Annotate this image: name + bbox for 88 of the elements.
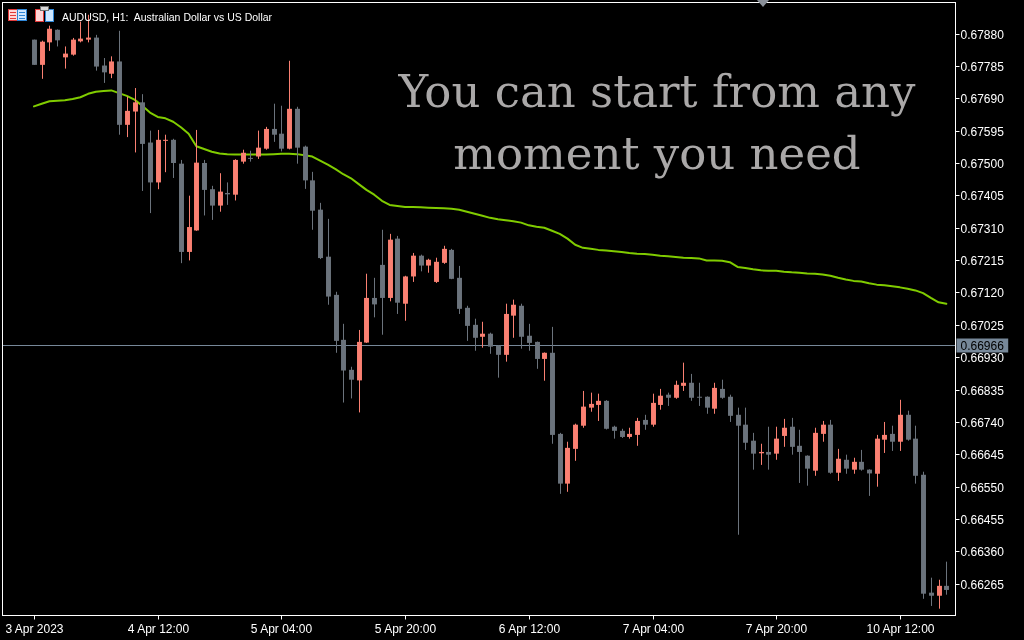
x-tick-label: 10 Apr 12:00: [866, 621, 935, 636]
y-tick-label: 0.66550: [960, 480, 1005, 495]
candlestick: [372, 277, 377, 318]
candlestick: [264, 126, 269, 151]
y-tick-label: 0.66930: [960, 350, 1005, 365]
candlestick: [496, 344, 501, 379]
y-tick-label: 0.67595: [960, 124, 1005, 139]
candlestick: [473, 318, 478, 352]
candlestick: [133, 87, 138, 153]
candlestick: [535, 341, 540, 370]
candlestick: [40, 40, 45, 80]
candlestick: [480, 321, 485, 349]
y-tick-label: 0.66265: [960, 577, 1005, 592]
y-tick-label: 0.67025: [960, 318, 1005, 333]
y-tick-label: 0.66645: [960, 447, 1005, 462]
y-tick-label: 0.66455: [960, 512, 1005, 527]
candlestick: [488, 332, 493, 355]
y-tick-label: 0.66740: [960, 415, 1005, 430]
candlestick: [171, 138, 176, 179]
candlestick: [272, 103, 277, 143]
candlestick: [728, 394, 733, 423]
candlestick: [527, 323, 532, 352]
candlestick: [712, 382, 717, 415]
y-tick-label: 0.67215: [960, 253, 1005, 268]
candlestick: [751, 432, 756, 471]
candlestick: [434, 257, 439, 284]
candlestick: [937, 579, 942, 610]
candlestick: [689, 373, 694, 402]
candlestick: [836, 448, 841, 482]
y-tick-label: 0.66835: [960, 383, 1005, 398]
candlestick: [697, 382, 702, 407]
x-tick-label: 4 Apr 12:00: [127, 621, 190, 636]
candlestick: [651, 393, 656, 428]
candlestick: [782, 418, 787, 448]
candlestick: [411, 252, 416, 283]
candlestick: [542, 351, 547, 382]
candlestick: [163, 134, 168, 173]
candlestick: [256, 130, 261, 160]
candlestick: [248, 150, 253, 163]
candlestick: [349, 366, 354, 399]
y-tick-label: 0.66360: [960, 544, 1005, 559]
candlestick: [589, 392, 594, 413]
candlestick: [797, 429, 802, 484]
candlestick: [766, 426, 771, 471]
y-tick-label: 0.67690: [960, 91, 1005, 106]
y-tick-label: 0.67120: [960, 285, 1005, 300]
text: AUDUSD, H1: Australian Dollar vs US Dollar: [62, 11, 273, 23]
y-tick-label: 0.67785: [960, 59, 1005, 74]
candlestick: [929, 577, 934, 607]
y-tick-label: 0.67310: [960, 221, 1005, 236]
candlestick: [743, 407, 748, 451]
candlestick: [681, 362, 686, 392]
candlestick: [279, 105, 284, 152]
annotation: You can start from any moment you need: [397, 65, 916, 180]
candlestick: [511, 299, 516, 339]
x-tick-label: 6 Apr 12:00: [498, 621, 561, 636]
candlestick: [890, 425, 895, 452]
candlestick: [844, 454, 849, 475]
candlestick: [944, 561, 949, 596]
candlestick: [674, 380, 679, 400]
candlestick: [47, 25, 52, 52]
candlestick: [805, 454, 810, 487]
candlestick: [109, 55, 114, 79]
x-tick-label: 5 Apr 04:00: [250, 621, 313, 636]
candlestick: [658, 388, 663, 411]
candlestick: [465, 305, 470, 342]
candlestick: [635, 417, 640, 447]
candlestick: [736, 407, 741, 536]
candlestick: [218, 172, 223, 213]
x-tick-label: 7 Apr 04:00: [622, 621, 685, 636]
ref-line-label: 0.66966: [960, 338, 1005, 353]
candlestick: [882, 421, 887, 454]
candlestick: [774, 426, 779, 461]
candlestick: [581, 390, 586, 429]
candlestick: [821, 420, 826, 443]
y-tick-label: 0.67500: [960, 156, 1005, 171]
x-tick-label: 3 Apr 2023: [5, 621, 64, 636]
y-tick-label: 0.67880: [960, 27, 1005, 42]
candlestick: [125, 96, 130, 138]
x-tick-label: 7 Apr 20:00: [745, 621, 808, 636]
candlestick: [720, 379, 725, 400]
candlestick: [210, 185, 215, 221]
candlestick: [790, 417, 795, 456]
candlestick: [596, 393, 601, 422]
candlestick: [859, 449, 864, 472]
y-tick-label: 0.67405: [960, 188, 1005, 203]
x-tick-label: 5 Apr 20:00: [374, 621, 437, 636]
candlestick: [442, 245, 447, 265]
